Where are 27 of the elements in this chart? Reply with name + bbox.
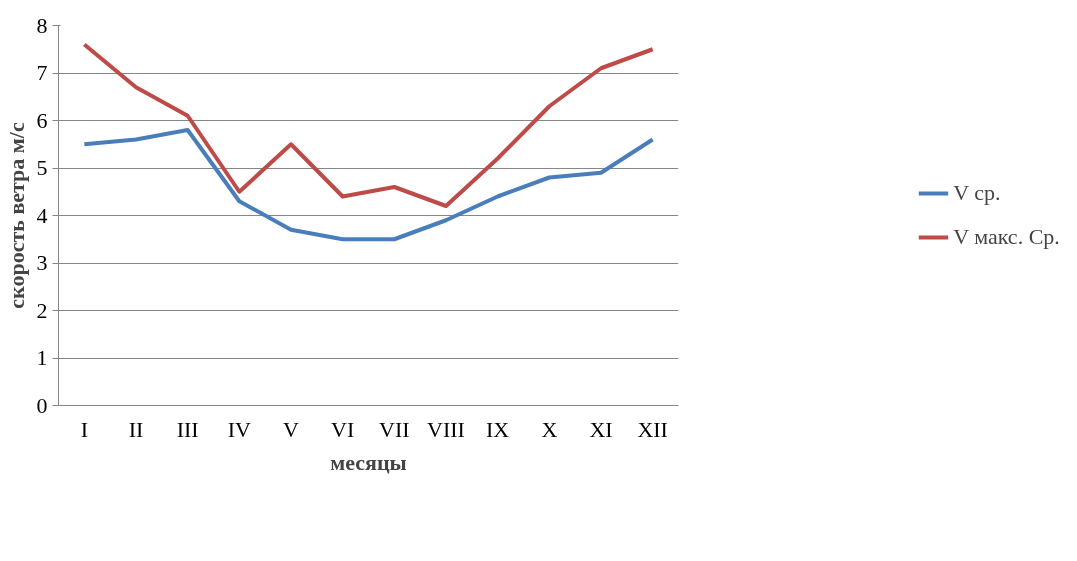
x-tick-label: VIII [427, 416, 465, 442]
x-tick-label: I [80, 416, 88, 442]
x-tick-label: VI [331, 416, 355, 442]
x-tick-label: II [128, 416, 144, 442]
x-tick-label: XII [637, 416, 668, 442]
line-series [82, 42, 655, 208]
legend-label: V ср. [953, 180, 1001, 206]
y-tick-label: 7 [36, 60, 48, 85]
x-axis-title: месяцы [330, 449, 407, 475]
x-tick-label: IX [486, 416, 510, 442]
x-tick-label: IV [227, 416, 252, 442]
x-tick-label: XI [589, 416, 613, 442]
y-axis-title: скорость ветра м/с [3, 122, 29, 309]
x-tick-label: V [283, 416, 300, 442]
line-series [82, 128, 655, 242]
y-tick-label: 4 [36, 202, 48, 228]
y-tick-label: 5 [36, 155, 48, 180]
x-tick-label: III [176, 416, 199, 442]
y-tick-label: 2 [36, 297, 48, 323]
y-tick-label: 8 [36, 12, 48, 38]
x-tick-label: VII [379, 416, 410, 442]
legend-label: V макс. Ср. [953, 224, 1060, 250]
x-tick-label: X [541, 416, 558, 442]
y-tick-label: 6 [36, 107, 48, 133]
y-tick-label: 0 [36, 392, 48, 418]
y-tick-label: 3 [36, 250, 48, 275]
y-tick-label: 1 [36, 345, 48, 370]
